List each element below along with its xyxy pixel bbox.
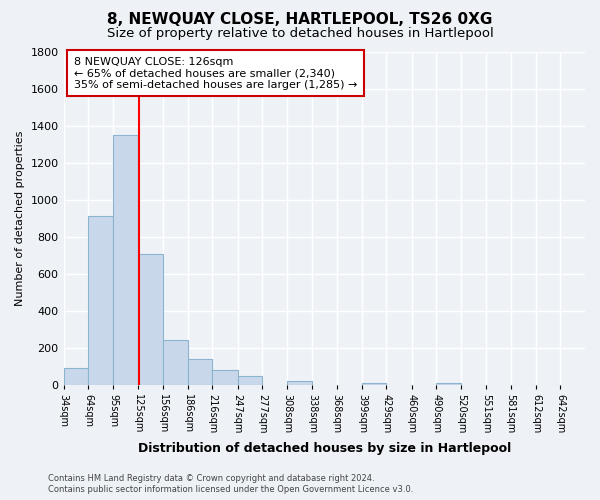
Bar (287, 380, 312, 385)
Text: Size of property relative to detached houses in Hartlepool: Size of property relative to detached ho… (107, 28, 493, 40)
Bar (362, 384, 386, 385)
Bar (436, 384, 461, 385)
Bar (238, 376, 262, 385)
Bar (113, 135, 138, 385)
Bar (188, 359, 212, 385)
Bar (88, 216, 113, 385)
Y-axis label: Number of detached properties: Number of detached properties (15, 130, 25, 306)
Bar (64, 368, 88, 385)
Text: 8, NEWQUAY CLOSE, HARTLEPOOL, TS26 0XG: 8, NEWQUAY CLOSE, HARTLEPOOL, TS26 0XG (107, 12, 493, 28)
Bar (212, 370, 238, 385)
X-axis label: Distribution of detached houses by size in Hartlepool: Distribution of detached houses by size … (137, 442, 511, 455)
Text: 8 NEWQUAY CLOSE: 126sqm
← 65% of detached houses are smaller (2,340)
35% of semi: 8 NEWQUAY CLOSE: 126sqm ← 65% of detache… (74, 56, 358, 90)
Text: Contains HM Land Registry data © Crown copyright and database right 2024.
Contai: Contains HM Land Registry data © Crown c… (48, 474, 413, 494)
Bar (163, 340, 188, 385)
Bar (138, 254, 163, 385)
